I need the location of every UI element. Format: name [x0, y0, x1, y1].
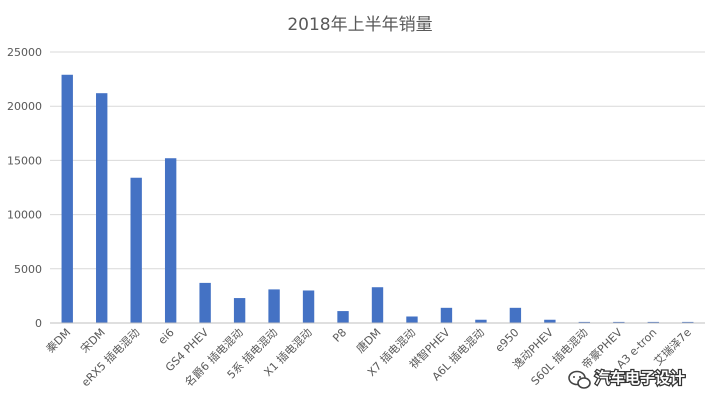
watermark: 汽车电子设计 [568, 368, 686, 389]
x-tick-label: e950 [493, 326, 522, 355]
bar [475, 319, 487, 323]
bar [647, 321, 659, 323]
bar [613, 321, 625, 323]
x-tick-label: P8 [330, 326, 349, 345]
y-tick-label: 10000 [7, 209, 42, 222]
x-tick-label: 秦DM [43, 325, 73, 355]
bar [302, 290, 315, 323]
bar [268, 289, 280, 323]
x-tick-label: 唐DM [353, 325, 383, 355]
bar [371, 287, 384, 323]
watermark-text: 汽车电子设计 [595, 369, 685, 387]
bar [199, 282, 211, 323]
bar [164, 158, 177, 323]
bar [544, 319, 556, 323]
y-tick-label: 5000 [14, 263, 42, 276]
bar [440, 307, 453, 323]
bar [682, 321, 694, 323]
gridlines [50, 51, 705, 270]
x-tick-label: ei6 [156, 326, 177, 347]
y-tick-label: 25000 [7, 46, 42, 59]
bar [509, 307, 522, 323]
bar [130, 177, 142, 323]
bar [578, 321, 591, 323]
x-tick-label: 艾瑞泽7e [651, 325, 694, 368]
bar [337, 311, 349, 323]
x-tick-label: eRX5 插电混动 [78, 325, 142, 389]
y-axis-ticks: 0 5000 10000 15000 20000 25000 [7, 46, 42, 330]
bar [406, 316, 418, 323]
bar [96, 93, 108, 323]
bar [233, 298, 246, 323]
bars [61, 74, 694, 323]
wechat-icon [568, 370, 591, 389]
y-tick-label: 0 [35, 317, 42, 330]
y-tick-label: 20000 [7, 100, 42, 113]
x-tick-label: 名爵6 插电混动 [182, 325, 246, 389]
bar [61, 74, 73, 323]
x-tick-label: 宋DM [77, 325, 107, 355]
chart-title: 2018年上半年销量 [287, 15, 432, 35]
y-tick-label: 15000 [7, 154, 42, 167]
